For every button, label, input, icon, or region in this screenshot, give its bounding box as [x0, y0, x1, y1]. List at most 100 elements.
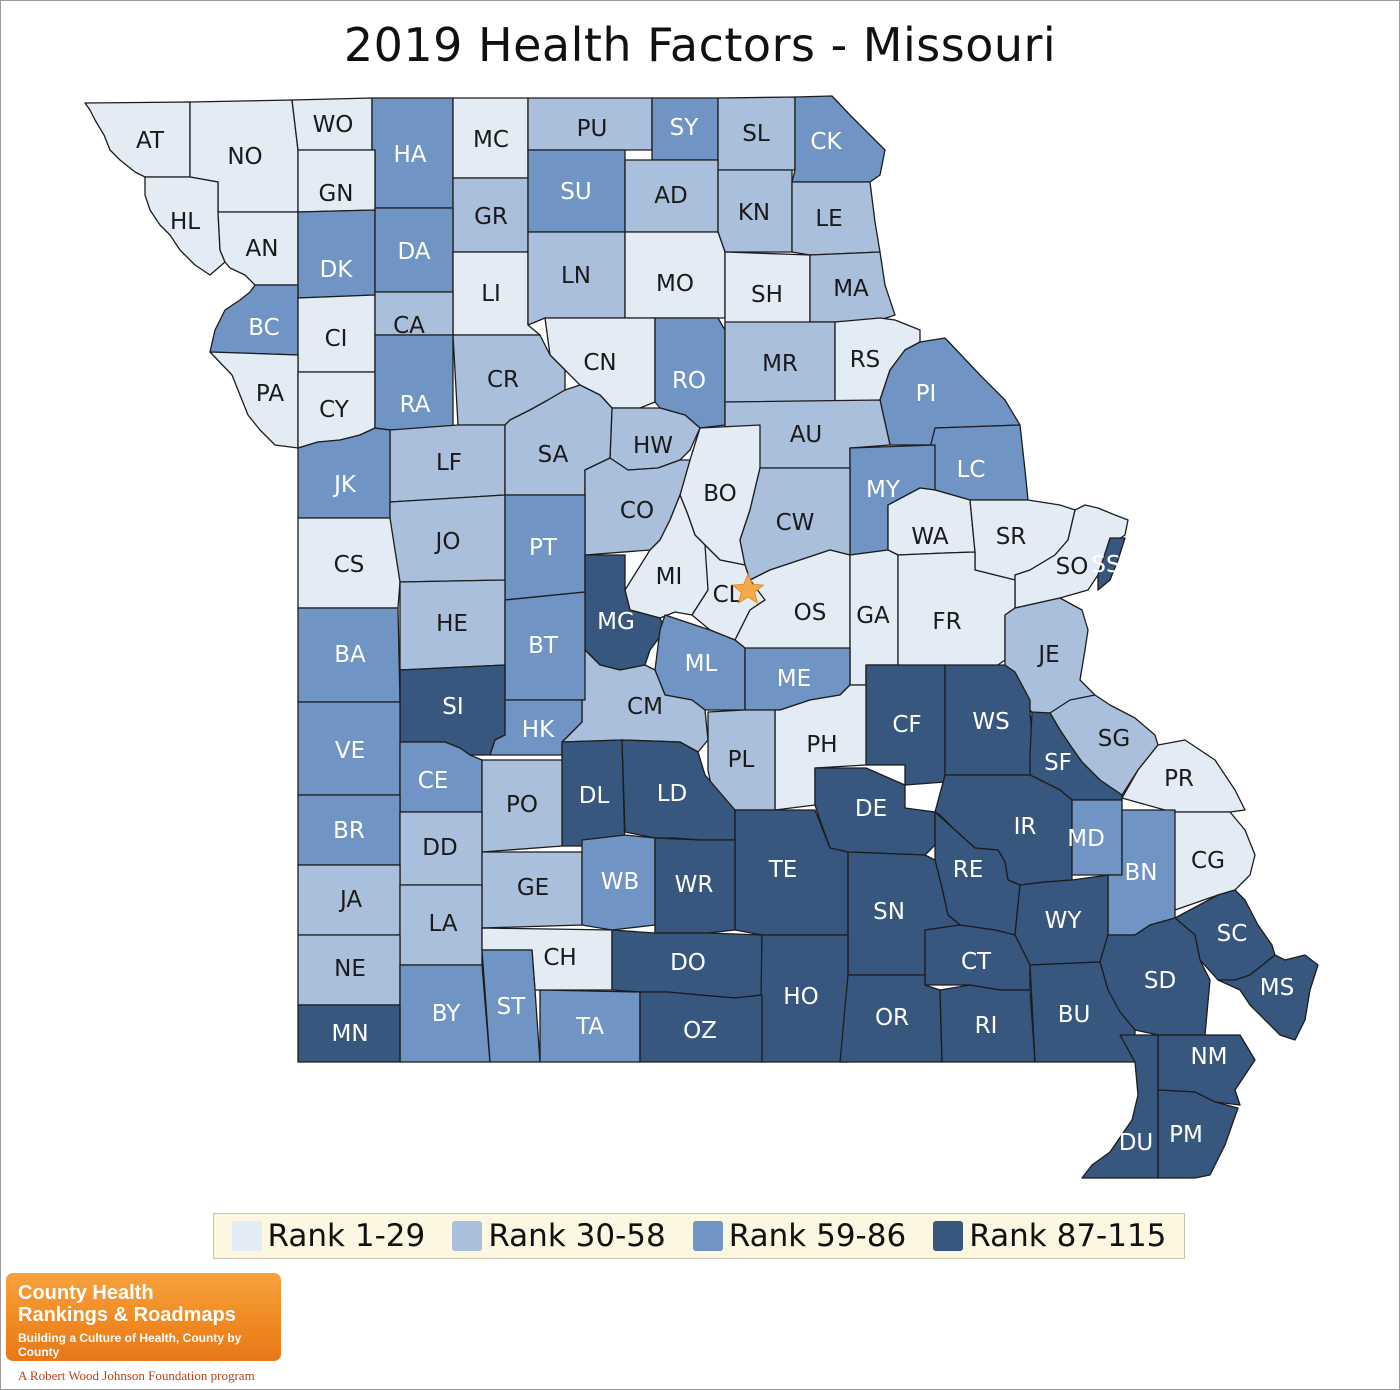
county-label-ta: TA: [575, 1014, 604, 1040]
county-label-sy: SY: [670, 115, 700, 141]
county-label-au: AU: [790, 422, 823, 448]
county-label-an: AN: [246, 236, 279, 262]
county-label-ml: ML: [685, 651, 718, 677]
county-st[interactable]: [481, 949, 541, 1063]
legend-item-rank-1-29: Rank 1-29: [231, 1218, 425, 1254]
county-label-lc: LC: [957, 457, 986, 483]
county-dk[interactable]: [297, 209, 376, 299]
county-ss[interactable]: [1097, 537, 1126, 591]
county-label-bo: BO: [703, 481, 736, 507]
county-label-sa: SA: [538, 442, 569, 468]
county-label-bn: BN: [1125, 860, 1158, 886]
county-label-cw: CW: [776, 510, 815, 536]
county-label-nm: NM: [1190, 1044, 1227, 1070]
county-label-ga: GA: [856, 603, 890, 629]
county-label-cs: CS: [334, 552, 365, 578]
county-label-ce: CE: [418, 768, 449, 794]
county-label-ve: VE: [335, 738, 365, 764]
county-de[interactable]: [814, 767, 936, 856]
county-label-do: DO: [670, 950, 706, 976]
county-label-ss: SS: [1091, 552, 1120, 578]
county-label-si: SI: [442, 694, 463, 720]
county-label-so: SO: [1056, 554, 1089, 580]
county-label-wr: WR: [675, 872, 714, 898]
county-bu[interactable]: [1029, 961, 1136, 1063]
county-hl[interactable]: [144, 176, 226, 276]
county-label-sf: SF: [1044, 750, 1072, 776]
county-label-wo: WO: [313, 112, 354, 138]
legend-label: Rank 30-58: [488, 1218, 666, 1254]
county-pm[interactable]: [1157, 1089, 1239, 1179]
legend-label: Rank 87-115: [969, 1218, 1167, 1254]
county-label-me: ME: [777, 666, 811, 692]
county-label-pa: PA: [256, 381, 284, 407]
county-label-sn: SN: [873, 899, 905, 925]
county-label-jk: JK: [332, 472, 357, 498]
county-label-pt: PT: [529, 535, 558, 561]
county-oz[interactable]: [639, 991, 763, 1063]
county-label-sg: SG: [1098, 726, 1130, 752]
county-label-ge: GE: [517, 875, 549, 901]
county-label-li: LI: [481, 281, 501, 307]
county-label-sl: SL: [742, 121, 770, 147]
county-ri[interactable]: [939, 984, 1036, 1063]
county-label-mn: MN: [331, 1021, 368, 1047]
county-co[interactable]: [584, 457, 691, 556]
county-label-no: NO: [227, 144, 262, 170]
county-label-os: OS: [794, 600, 827, 626]
county-label-dk: DK: [320, 257, 354, 283]
county-label-su: SU: [560, 179, 591, 205]
legend-item-rank-87-115: Rank 87-115: [933, 1218, 1166, 1254]
county-label-sh: SH: [751, 282, 783, 308]
logo-title-line2: Rankings & Roadmaps: [18, 1304, 236, 1326]
county-label-te: TE: [768, 857, 798, 883]
county-label-fr: FR: [932, 609, 961, 635]
county-label-ln: LN: [561, 263, 591, 289]
county-label-mr: MR: [762, 351, 798, 377]
county-pr[interactable]: [1121, 739, 1246, 813]
county-label-hk: HK: [522, 717, 555, 743]
county-label-cf: CF: [892, 712, 921, 738]
county-label-da: DA: [397, 239, 430, 265]
county-label-ct: CT: [961, 949, 992, 975]
legend: Rank 1-29 Rank 30-58 Rank 59-86 Rank 87-…: [213, 1213, 1185, 1259]
county-label-pl: PL: [728, 747, 755, 773]
county-label-pu: PU: [577, 116, 608, 142]
county-ck[interactable]: [791, 95, 886, 183]
county-label-rs: RS: [850, 347, 881, 373]
county-ms[interactable]: [1217, 954, 1319, 1041]
county-label-pm: PM: [1169, 1122, 1203, 1148]
county-label-he: HE: [436, 611, 468, 637]
county-label-dl: DL: [579, 783, 610, 809]
county-label-lf: LF: [436, 450, 462, 476]
county-label-cm: CM: [627, 694, 663, 720]
county-label-ws: WS: [972, 709, 1009, 735]
county-label-sc: SC: [1217, 921, 1248, 947]
legend-swatch: [933, 1221, 964, 1251]
county-mn[interactable]: [297, 1004, 401, 1063]
county-label-hl: HL: [170, 209, 200, 235]
county-label-sr: SR: [996, 524, 1027, 550]
county-label-ri: RI: [975, 1013, 998, 1039]
county-label-ci: CI: [325, 326, 348, 352]
county-label-ba: BA: [334, 642, 366, 668]
county-label-wy: WY: [1045, 908, 1083, 934]
county-label-cr: CR: [487, 367, 519, 393]
county-kn[interactable]: [717, 169, 793, 253]
county-health-rankings-logo[interactable]: County Health Rankings & Roadmaps Buildi…: [6, 1273, 281, 1361]
county-label-sd: SD: [1144, 968, 1176, 994]
county-label-bu: BU: [1058, 1002, 1091, 1028]
legend-swatch: [692, 1221, 723, 1251]
county-cg[interactable]: [1171, 811, 1256, 911]
county-label-je: JE: [1036, 642, 1059, 668]
county-label-hw: HW: [633, 433, 673, 459]
county-cs[interactable]: [297, 517, 401, 609]
logo-tagline: Building a Culture of Health, County by …: [18, 1331, 242, 1359]
county-pa[interactable]: [209, 351, 299, 449]
map-title: 2019 Health Factors - Missouri: [343, 18, 1057, 72]
county-label-bc: BC: [248, 315, 279, 341]
county-label-ph: PH: [806, 732, 837, 758]
county-label-po: PO: [506, 792, 538, 818]
county-label-ha: HA: [393, 142, 426, 168]
county-label-ro: RO: [672, 368, 706, 394]
